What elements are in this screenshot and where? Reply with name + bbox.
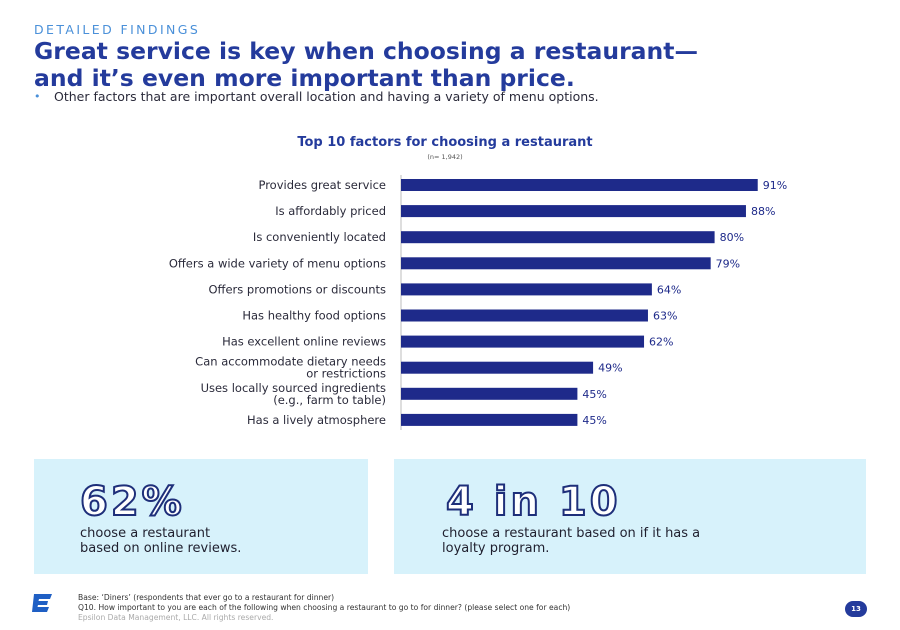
stat-description-line: choose a restaurant: [80, 526, 211, 541]
category-label: Is conveniently located: [253, 230, 386, 244]
value-label: 62%: [649, 336, 673, 349]
value-label: 88%: [751, 205, 775, 218]
bullet-point: • Other factors that are important overa…: [34, 89, 814, 104]
category-label-line: Has a lively atmosphere: [247, 413, 386, 427]
value-label: 91%: [763, 179, 787, 192]
stat-description: choose a restaurant based on online revi…: [80, 526, 340, 556]
value-label: 63%: [653, 310, 677, 323]
category-label-line: Has excellent online reviews: [222, 335, 386, 349]
bar: [401, 283, 652, 296]
stat-description-line: based on online reviews.: [80, 541, 242, 556]
epsilon-logo-icon: [32, 594, 52, 612]
category-label: Has healthy food options: [242, 309, 386, 323]
footer-notes: Base: ‘Diners’ (respondents that ever go…: [78, 593, 818, 623]
category-label-line: Provides great service: [258, 178, 386, 192]
value-label: 79%: [716, 257, 740, 270]
category-label-line: Can accommodate dietary needs: [195, 355, 386, 369]
category-label: Offers a wide variety of menu options: [169, 256, 386, 270]
bar: [401, 413, 578, 426]
category-label-line: Offers a wide variety of menu options: [169, 256, 386, 270]
bar: [401, 257, 711, 270]
stat-description-line: loyalty program.: [442, 541, 550, 556]
footer-question: Q10. How important to you are each of th…: [78, 603, 571, 612]
category-label: Can accommodate dietary needs or restrict…: [195, 355, 386, 381]
category-label-line: Offers promotions or discounts: [209, 282, 387, 296]
page-number: 13: [845, 601, 867, 617]
category-label: Uses locally sourced ingredients (e.g., f…: [201, 381, 386, 407]
value-label: 80%: [720, 231, 744, 244]
chart-title: Top 10 factors for choosing a restaurant: [297, 135, 593, 150]
footer-copyright: Epsilon Data Management, LLC. All rights…: [78, 613, 274, 622]
bar: [401, 361, 594, 374]
footer-base: Base: ‘Diners’ (respondents that ever go…: [78, 593, 335, 602]
category-label: Offers promotions or discounts: [209, 282, 387, 296]
value-label: 49%: [598, 362, 622, 375]
value-label: 45%: [582, 388, 606, 401]
bullet-icon: •: [34, 90, 41, 103]
category-label-line: Has healthy food options: [242, 309, 386, 323]
stat-description: choose a restaurant based on if it has a…: [442, 526, 842, 556]
bar: [401, 309, 648, 322]
category-label-line: or restrictions: [306, 367, 386, 381]
bar: [401, 387, 578, 400]
bar: [401, 335, 645, 348]
category-label-line: Is affordably priced: [275, 204, 386, 218]
category-label-line: Uses locally sourced ingredients: [201, 381, 386, 395]
category-label: Provides great service: [258, 178, 386, 192]
bar: [401, 179, 758, 191]
bullet-text: Other factors that are important overall…: [54, 89, 599, 104]
category-label: Has excellent online reviews: [222, 335, 386, 349]
bar-chart: Provides great service 91% Is affordably p…: [169, 175, 787, 430]
category-label: Has a lively atmosphere: [247, 413, 386, 427]
stat-value: 4 in 10: [445, 478, 621, 526]
stat-card-loyalty: 4 in 10 choose a restaurant based on if …: [394, 459, 866, 574]
value-label: 45%: [582, 414, 606, 427]
page-title: Great service is key when choosing a res…: [34, 38, 884, 92]
bar: [401, 231, 715, 244]
category-label: Is affordably priced: [275, 204, 386, 218]
category-label-line: (e.g., farm to table): [273, 393, 386, 407]
chart-subtitle: (n= 1,942): [427, 153, 463, 161]
category-label-line: Is conveniently located: [253, 230, 386, 244]
headline-line-2: and it’s even more important than price.: [34, 64, 575, 92]
stat-value: 62%: [79, 478, 185, 526]
headline-line-1: Great service is key when choosing a res…: [34, 37, 698, 65]
value-label: 64%: [657, 283, 681, 296]
stat-description-line: choose a restaurant based on if it has a: [442, 526, 701, 541]
eyebrow: DETAILED FINDINGS: [34, 22, 201, 37]
bar: [401, 205, 746, 218]
stat-card-reviews: 62% choose a restaurant based on online …: [34, 459, 368, 574]
